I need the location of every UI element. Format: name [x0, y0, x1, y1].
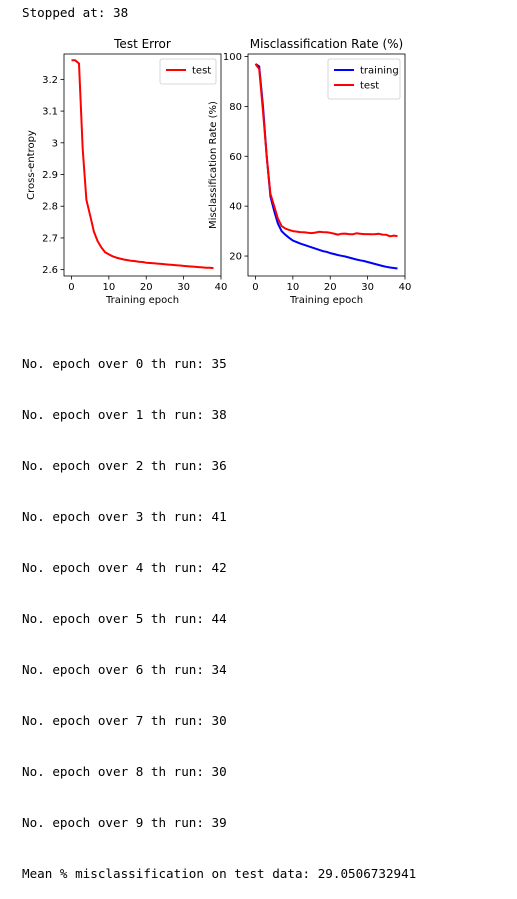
log-line: No. epoch over 6 th run: 34 [22, 662, 227, 677]
x-tick-label: 10 [102, 282, 115, 293]
chart-2: Misclassification Rate (%) 0 10 20 30 40 20 40 6… [208, 37, 411, 306]
log-line: No. epoch over 9 th run: 39 [22, 815, 227, 830]
legend-label-training: training [360, 66, 399, 77]
x-axis-label: Training epoch [105, 295, 179, 306]
y-axis-label: Cross-entropy [26, 130, 37, 200]
run-log: No. epoch over 0 th run: 35 No. epoch ov… [22, 321, 416, 899]
x-tick-label: 20 [140, 282, 153, 293]
plot-frame [63, 53, 222, 277]
log-line: No. epoch over 5 th run: 44 [22, 611, 227, 626]
x-tick-label: 40 [399, 282, 412, 293]
chart-title: Misclassification Rate (%) [250, 37, 403, 51]
summary-line: Mean % misclassification on test data: 2… [22, 866, 417, 881]
log-line: No. epoch over 1 th run: 38 [22, 407, 227, 422]
legend-label-test: test [192, 66, 211, 77]
y-tick-label: 2.6 [42, 265, 58, 276]
x-tick-label: 0 [68, 282, 74, 293]
x-tick-label: 30 [361, 282, 374, 293]
log-line: No. epoch over 3 th run: 41 [22, 509, 227, 524]
series-line-test [71, 59, 214, 270]
series-line-training [254, 63, 398, 270]
y-tick-label: 20 [229, 252, 242, 263]
log-line: No. epoch over 8 th run: 30 [22, 764, 227, 779]
log-line: No. epoch over 4 th run: 42 [22, 560, 227, 575]
x-tick-label: 0 [252, 282, 258, 293]
y-axis-label: Misclassification Rate (%) [208, 101, 219, 229]
y-tick-label: 3 [52, 138, 58, 149]
y-tick-label: 80 [229, 102, 242, 113]
x-tick-label: 20 [324, 282, 337, 293]
series-line-test [254, 63, 398, 238]
legend-label-test: test [360, 81, 379, 92]
chart-1: Test Error 0 10 20 30 40 2.6 2.7 2.8 2.9 3 3.1 3.2 Tr… [26, 37, 227, 306]
legend-box [159, 58, 217, 85]
log-line: No. epoch over 0 th run: 35 [22, 356, 227, 371]
log-line: No. epoch over 2 th run: 36 [22, 458, 227, 473]
training-figure: Test Error 0 10 20 30 40 2.6 2.7 2.8 2.9 3 3.1 3.2 Tr… [26, 37, 411, 306]
y-tick-label: 2.7 [42, 233, 58, 244]
x-tick-label: 30 [177, 282, 190, 293]
x-tick-label: 40 [215, 282, 228, 293]
x-axis-label: Training epoch [289, 295, 363, 306]
x-tick-label: 10 [286, 282, 299, 293]
y-tick-label: 3.1 [42, 107, 58, 118]
y-tick-label: 2.8 [42, 202, 58, 213]
y-tick-label: 40 [229, 202, 242, 213]
y-tick-label: 100 [223, 52, 242, 63]
stopped-at-text: Stopped at: 38 [22, 5, 129, 20]
y-tick-label: 60 [229, 152, 242, 163]
y-tick-label: 3.2 [42, 75, 58, 86]
log-line: No. epoch over 7 th run: 30 [22, 713, 227, 728]
chart-title: Test Error [113, 37, 171, 51]
plot-frame [247, 53, 406, 277]
y-tick-label: 2.9 [42, 170, 58, 181]
